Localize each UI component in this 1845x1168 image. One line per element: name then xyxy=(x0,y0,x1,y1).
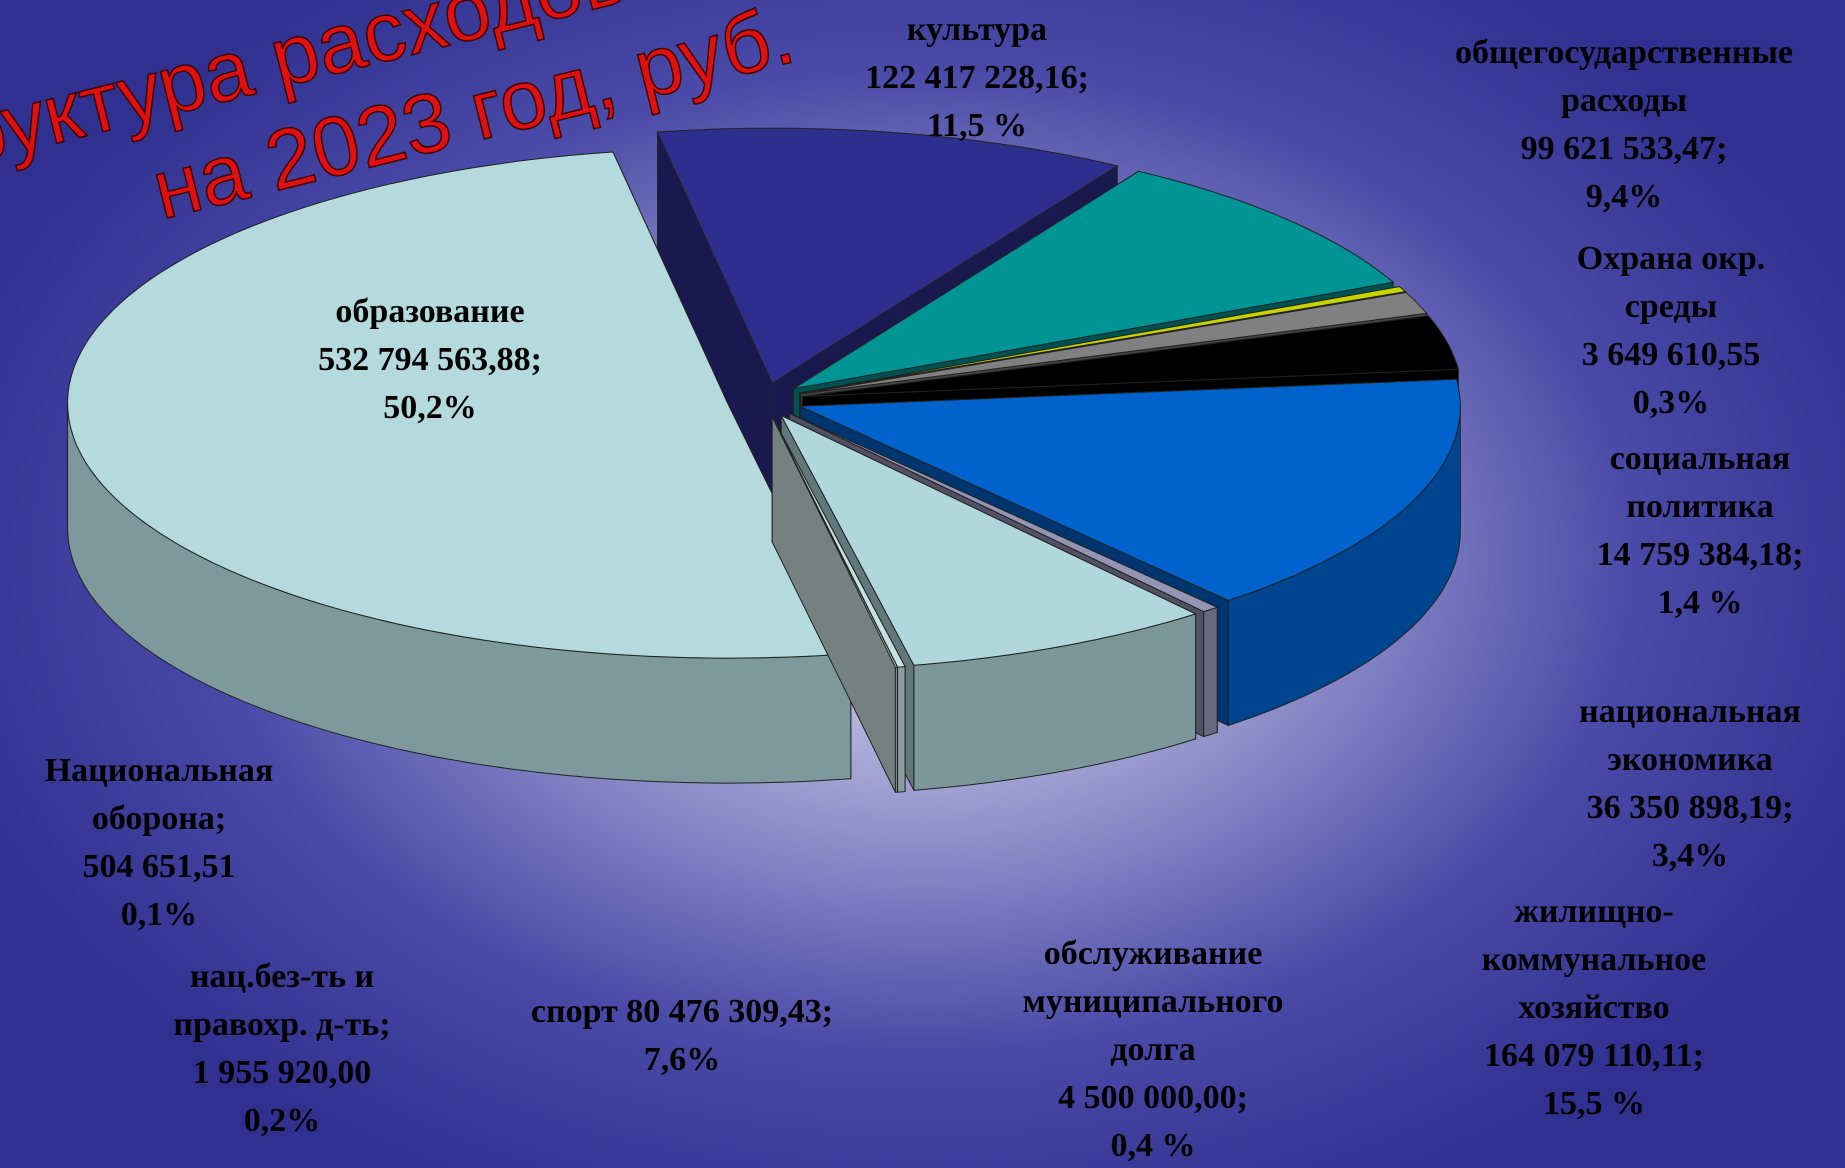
slice xyxy=(800,291,1428,395)
category-label: нац.без-ть и правохр. д-ть; xyxy=(173,958,391,1043)
category-label: образование xyxy=(335,293,525,330)
category-label: спорт xyxy=(530,993,618,1030)
label-line: спорт 80 476 309,43; xyxy=(457,988,907,1036)
slice-label: культура 122 417 228,16; 11,5 % xyxy=(827,6,1127,150)
slice xyxy=(802,315,1460,397)
category-label: жилищно-коммунальное хозяйство xyxy=(1481,893,1707,1026)
percent-label: 0,2% xyxy=(243,1102,321,1139)
value-label: 3 649 610,55 xyxy=(1581,336,1761,373)
percent-label: 0,1% xyxy=(120,896,198,933)
slice xyxy=(793,170,1395,390)
slice-label: спорт 80 476 309,43; 7,6% xyxy=(457,988,907,1084)
value-label: 122 417 228,16; xyxy=(865,59,1089,96)
percent-label: 3,4% xyxy=(1651,837,1729,874)
slice xyxy=(800,378,1461,602)
slice-side xyxy=(894,666,898,793)
slice-label: нац.без-ть и правохр. д-ть; 1 955 920,00 0… xyxy=(147,953,417,1145)
slice xyxy=(771,416,899,668)
percent-label: 9,4% xyxy=(1585,178,1663,215)
slice xyxy=(656,127,1119,384)
slice xyxy=(780,414,1197,666)
slice-side xyxy=(897,666,906,793)
category-label: Охрана окр. среды xyxy=(1576,240,1766,325)
value-label: 80 476 309,43; xyxy=(626,993,834,1030)
value-label: 164 079 110,11; xyxy=(1483,1037,1705,1074)
percent-label: 11,5 % xyxy=(926,107,1028,144)
value-label: 532 794 563,88; xyxy=(318,341,542,378)
percent-label: 15,5 % xyxy=(1543,1085,1645,1122)
value-label: 36 350 898,19; xyxy=(1586,789,1794,826)
category-label: социальная политика xyxy=(1609,440,1791,525)
slice-label: обслуживание муниципального долга 4 500 0… xyxy=(993,930,1313,1168)
category-label: Национальная оборона; xyxy=(44,752,274,837)
slice xyxy=(799,286,1407,394)
percent-label: 1,4 % xyxy=(1657,584,1743,621)
slice-label: социальная политика 14 759 384,18; 1,4 % xyxy=(1560,435,1840,627)
percent-label: 50,2% xyxy=(383,389,477,426)
pie xyxy=(67,127,1461,793)
slice-side xyxy=(1203,606,1218,738)
value-label: 14 759 384,18; xyxy=(1596,536,1804,573)
slice-label: Национальная оборона; 504 651,51 0,1% xyxy=(9,747,309,939)
value-label: 1 955 920,00 xyxy=(192,1054,372,1091)
percent-label: 7,6% xyxy=(643,1041,721,1078)
category-label: обслуживание муниципального долга xyxy=(1022,935,1284,1068)
value-label: 4 500 000,00; xyxy=(1058,1079,1248,1116)
category-label: национальная экономика xyxy=(1579,693,1801,778)
slice-label: жилищно-коммунальное хозяйство 164 079 11… xyxy=(1434,888,1754,1128)
slice-label: Охрана окр. среды 3 649 610,55 0,3% xyxy=(1541,235,1801,427)
percent-label: 0,3% xyxy=(1632,384,1710,421)
percent-label: 0,4 % xyxy=(1110,1127,1196,1164)
slice-label: национальная экономика 36 350 898,19; 3,4% xyxy=(1540,688,1840,880)
slice-label: общегосударственные расходы 99 621 533,47… xyxy=(1424,29,1824,221)
category-label: общегосударственные расходы xyxy=(1454,34,1794,119)
value-label: 504 651,51 xyxy=(82,848,236,885)
category-label: культура xyxy=(906,11,1048,48)
slice xyxy=(789,412,1219,613)
value-label: 99 621 533,47; xyxy=(1520,130,1728,167)
slice xyxy=(67,151,852,659)
slice-label: образование 532 794 563,88; 50,2% xyxy=(255,288,605,432)
